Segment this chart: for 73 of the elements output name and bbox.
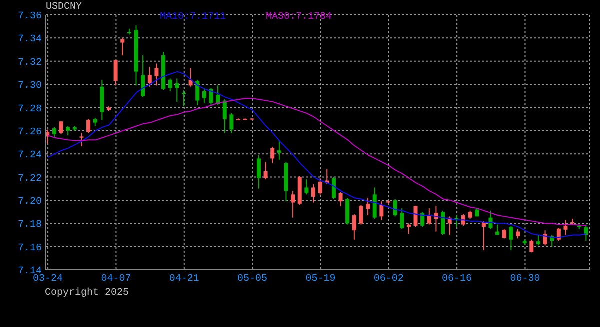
candlestick: [393, 198, 398, 218]
y-tick-label: 7.32: [18, 58, 42, 69]
candlestick: [420, 212, 425, 228]
candlestick: [216, 85, 220, 106]
candlestick: [352, 214, 356, 240]
chart-title: USDCNY: [46, 2, 82, 13]
y-tick-label: 7.24: [18, 150, 42, 162]
candlestick: [256, 154, 261, 190]
candlestick: [530, 239, 534, 254]
candlestick: [291, 190, 296, 218]
candlestick: [80, 132, 84, 148]
candlestick: [380, 201, 384, 221]
y-tick-label: 7.16: [18, 243, 42, 254]
y-tick-label: 7.36: [18, 12, 42, 23]
y-tick-label: 7.18: [18, 220, 42, 232]
y-tick-label: 7.34: [18, 34, 42, 46]
candlestick: [114, 60, 118, 86]
text: MA30:7.1784: [266, 12, 332, 23]
candlestick: [202, 88, 206, 104]
candlestick: [59, 121, 64, 135]
x-tick-label: 06-02: [374, 274, 404, 286]
candlestick: [270, 146, 275, 164]
candlestick: [359, 204, 364, 226]
y-tick-label: 7.20: [18, 197, 42, 208]
candlestick: [564, 220, 568, 236]
candlestick: [372, 187, 377, 220]
candlestick: [66, 126, 70, 136]
candlestick: [543, 230, 548, 246]
candlestick: [414, 206, 418, 228]
candlestick: [120, 38, 125, 56]
candlestick: [196, 79, 200, 106]
x-tick-label: 03-24: [33, 274, 64, 286]
candlestick: [556, 228, 561, 242]
y-tick-label: 7.26: [18, 127, 42, 138]
y-tick-label: 7.22: [18, 174, 42, 185]
x-tick-label: 06-30: [510, 274, 540, 286]
text: Copyright 2025: [45, 288, 130, 299]
candlestick: [154, 63, 159, 86]
candlestick: [312, 184, 316, 204]
candlestick: [175, 78, 180, 102]
candlestick: [427, 208, 432, 226]
x-tick-label: 05-19: [306, 274, 336, 286]
candlestick: [516, 228, 520, 240]
x-tick-label: 06-16: [442, 274, 472, 286]
candlestick: [209, 88, 214, 108]
candlestick: [168, 78, 172, 92]
candlestick: [277, 140, 282, 160]
candlestick: [264, 162, 268, 180]
candlestick: [318, 178, 322, 196]
candlestick: [148, 66, 152, 88]
candlestick: [52, 126, 56, 138]
x-tick-label: 04-21: [169, 274, 200, 286]
candlestick: [584, 224, 588, 242]
candlestick: [86, 118, 91, 134]
candlestick: [502, 228, 506, 240]
candlestick: [182, 90, 186, 108]
candlestick: [141, 55, 146, 98]
candlestick: [536, 234, 540, 246]
candlestick: [366, 198, 370, 216]
candlestick: [441, 210, 446, 236]
x-tick-label: 05-05: [238, 274, 268, 286]
candlestick: [509, 225, 514, 251]
candlestick: [488, 210, 493, 230]
candlestick: [222, 99, 227, 134]
y-tick-label: 7.30: [18, 81, 42, 92]
candlestick: [332, 176, 336, 200]
candlestick: [338, 192, 343, 207]
y-tick-label: 7.28: [18, 104, 42, 116]
candlestick: [230, 113, 234, 134]
candlestick: [400, 208, 404, 230]
text: MA10:7.1711: [160, 12, 226, 23]
candlestick: [304, 179, 309, 196]
x-tick-label: 04-07: [101, 274, 132, 286]
